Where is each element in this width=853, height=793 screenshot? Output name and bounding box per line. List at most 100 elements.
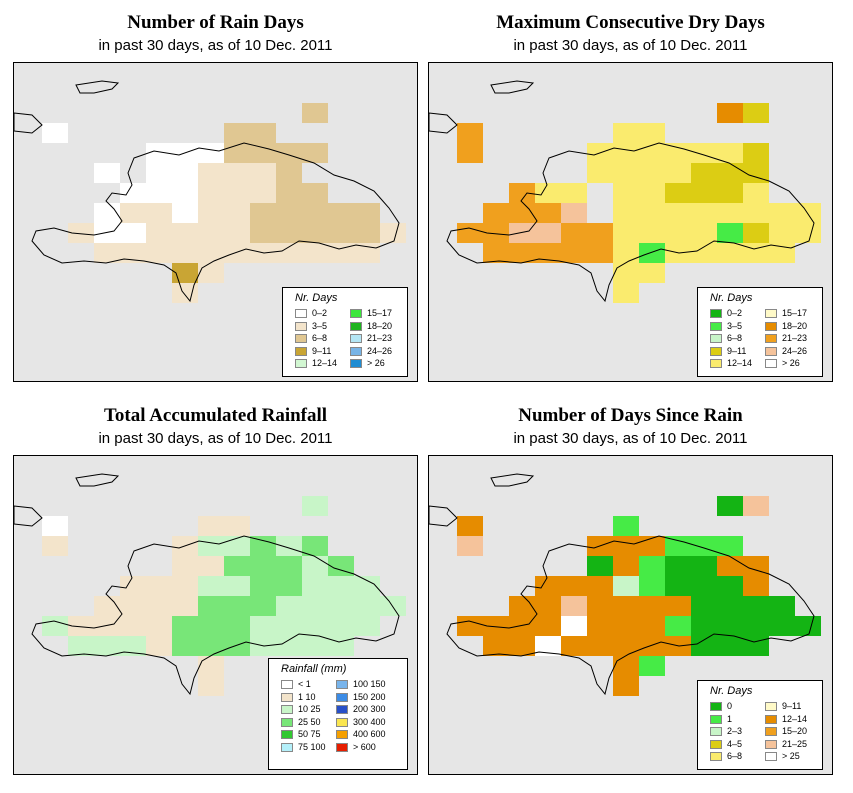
legend-swatch bbox=[281, 705, 293, 714]
grid-cell bbox=[224, 123, 250, 143]
legend-label: 400 600 bbox=[353, 729, 386, 739]
grid-cell bbox=[457, 536, 483, 556]
grid-cell bbox=[302, 203, 328, 223]
grid-cell bbox=[198, 596, 224, 616]
grid-cell bbox=[743, 616, 769, 636]
grid-cell bbox=[250, 183, 276, 203]
grid-cell bbox=[172, 616, 198, 636]
legend-swatch bbox=[710, 321, 722, 331]
grid-cell bbox=[639, 616, 665, 636]
grid-cell bbox=[639, 636, 665, 656]
legend-label: 21–23 bbox=[782, 333, 808, 343]
grid-cell bbox=[120, 223, 146, 243]
grid-cell bbox=[380, 596, 406, 616]
grid-cell bbox=[717, 616, 743, 636]
grid-cell bbox=[613, 636, 639, 656]
panel-title: Total Accumulated Rainfall bbox=[103, 405, 328, 426]
grid-cell bbox=[172, 636, 198, 656]
grid-cell bbox=[795, 223, 821, 243]
legend-swatch bbox=[336, 692, 348, 702]
grid-cell bbox=[639, 556, 665, 576]
grid-cell bbox=[146, 616, 172, 636]
coastline bbox=[490, 473, 535, 487]
grid-cell bbox=[743, 223, 769, 243]
grid-cell bbox=[224, 536, 250, 556]
legend-swatch bbox=[710, 752, 722, 761]
grid-cell bbox=[769, 203, 795, 223]
grid-cell bbox=[224, 616, 250, 636]
legend-swatch bbox=[710, 346, 722, 356]
grid-cell bbox=[250, 123, 276, 143]
grid-cell bbox=[198, 243, 224, 263]
grid-cell bbox=[665, 596, 691, 616]
legend-label: 100 150 bbox=[353, 679, 386, 689]
map-rain-days: Nr. Days 0–2 3–5 6–8 9–11 12–14 15–17 18–20 21–… bbox=[13, 62, 418, 382]
grid-cell bbox=[535, 183, 561, 203]
panel-subtitle: in past 30 days, as of 10 Dec. 2011 bbox=[513, 430, 748, 447]
grid-cell bbox=[717, 496, 743, 516]
grid-cell bbox=[665, 616, 691, 636]
grid-cell bbox=[94, 636, 120, 656]
grid-cell bbox=[120, 616, 146, 636]
grid-cell bbox=[535, 576, 561, 596]
grid-cell bbox=[224, 596, 250, 616]
grid-cell bbox=[302, 616, 328, 636]
grid-cell bbox=[276, 576, 302, 596]
grid-cell bbox=[250, 576, 276, 596]
grid-cell bbox=[665, 183, 691, 203]
grid-cell bbox=[302, 536, 328, 556]
grid-cell bbox=[276, 636, 302, 656]
grid-cell bbox=[250, 596, 276, 616]
grid-cell bbox=[120, 636, 146, 656]
grid-cell bbox=[691, 243, 717, 263]
grid-cell bbox=[302, 223, 328, 243]
grid-cell bbox=[198, 143, 224, 163]
legend-label: 12–14 bbox=[312, 358, 338, 368]
legend-swatch bbox=[336, 730, 348, 739]
grid-cell bbox=[302, 636, 328, 656]
panel-title: Number of Days Since Rain bbox=[518, 405, 743, 426]
grid-cell bbox=[535, 203, 561, 223]
legend-label: 18–20 bbox=[782, 320, 808, 331]
legend-title: Rainfall (mm) bbox=[281, 663, 347, 675]
map-since-rain: Nr. Days 0 1 2–3 4–5 6–8 9–11 12–14 15–20 21–25 >… bbox=[428, 455, 833, 775]
legend-label: 24–26 bbox=[782, 345, 808, 356]
grid-cell bbox=[613, 656, 639, 676]
grid-cell bbox=[613, 223, 639, 243]
legend-swatch bbox=[350, 346, 362, 356]
legend-label: 12–14 bbox=[782, 713, 808, 724]
grid-cell bbox=[743, 183, 769, 203]
grid-cell bbox=[224, 576, 250, 596]
legend: Nr. Days 0–2 3–5 6–8 9–11 12–14 15–17 18–20 21–… bbox=[282, 287, 408, 377]
grid-cell bbox=[146, 243, 172, 263]
grid-cell bbox=[302, 576, 328, 596]
legend-swatch bbox=[710, 739, 722, 749]
legend-label: > 25 bbox=[782, 751, 800, 761]
grid-cell bbox=[224, 143, 250, 163]
legend-label: > 26 bbox=[782, 358, 800, 368]
grid-cell bbox=[717, 596, 743, 616]
panel-subtitle: in past 30 days, as of 10 Dec. 2011 bbox=[98, 430, 333, 447]
grid-cell bbox=[665, 556, 691, 576]
grid-cell bbox=[42, 536, 68, 556]
grid-cell bbox=[717, 576, 743, 596]
grid-cell bbox=[250, 203, 276, 223]
grid-cell bbox=[535, 616, 561, 636]
panel-rainfall: Total Accumulated Rainfall in past 30 da… bbox=[13, 405, 418, 777]
grid-cell bbox=[328, 616, 354, 636]
grid-cell bbox=[42, 616, 68, 636]
legend-label: > 26 bbox=[367, 358, 385, 368]
grid-cell bbox=[483, 616, 509, 636]
grid-cell bbox=[691, 143, 717, 163]
grid-cell bbox=[457, 143, 483, 163]
legend-label: 0 bbox=[727, 701, 733, 711]
grid-cell bbox=[94, 163, 120, 183]
grid-cell bbox=[354, 616, 380, 636]
legend-label: 9–11 bbox=[727, 345, 747, 356]
grid-cell bbox=[328, 223, 354, 243]
grid-cell bbox=[587, 596, 613, 616]
legend-label: 9–11 bbox=[312, 345, 332, 356]
grid-cell bbox=[613, 676, 639, 696]
legend-swatch bbox=[710, 714, 722, 724]
grid-cell bbox=[769, 223, 795, 243]
